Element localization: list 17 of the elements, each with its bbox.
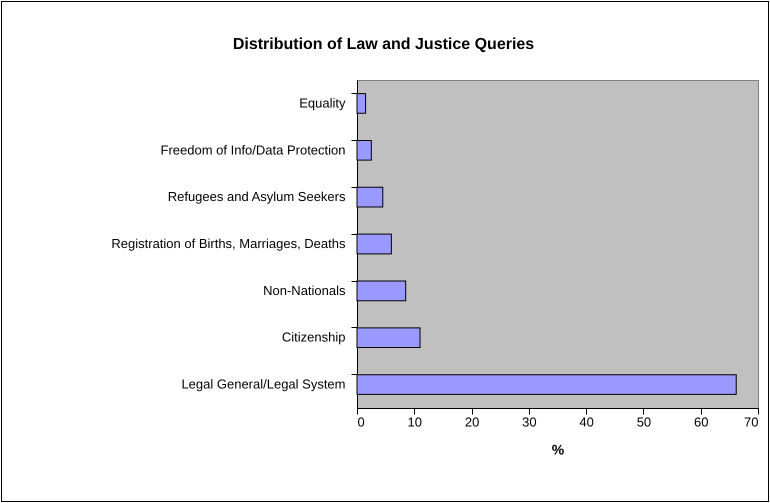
x-tick-label: 10 (408, 414, 422, 430)
x-tick-label: 20 (464, 414, 480, 430)
x-axis-title: % (552, 442, 565, 458)
y-tick-label: Non-Nationals (263, 282, 346, 298)
y-tick-label: Freedom of Info/Data Protection (160, 142, 346, 158)
y-tick-label: Refugees and Asylum Seekers (168, 189, 346, 204)
chart-title: Distribution of Law and Justice Queries (232, 36, 534, 53)
y-tick-label: Citizenship (282, 330, 346, 345)
x-tick-label: 30 (522, 414, 537, 430)
x-tick-label: 40 (579, 414, 594, 430)
y-tick-label: Registration of Births, Marriages, Deaths (111, 236, 346, 251)
x-tick-label: 0 (358, 414, 365, 430)
x-tick-label: 60 (694, 414, 708, 430)
x-tick-label: 50 (636, 414, 652, 430)
x-tick-label: 70 (744, 414, 758, 430)
y-tick-label: Equality (299, 95, 346, 110)
y-tick-label: Legal General/Legal System (181, 376, 346, 392)
